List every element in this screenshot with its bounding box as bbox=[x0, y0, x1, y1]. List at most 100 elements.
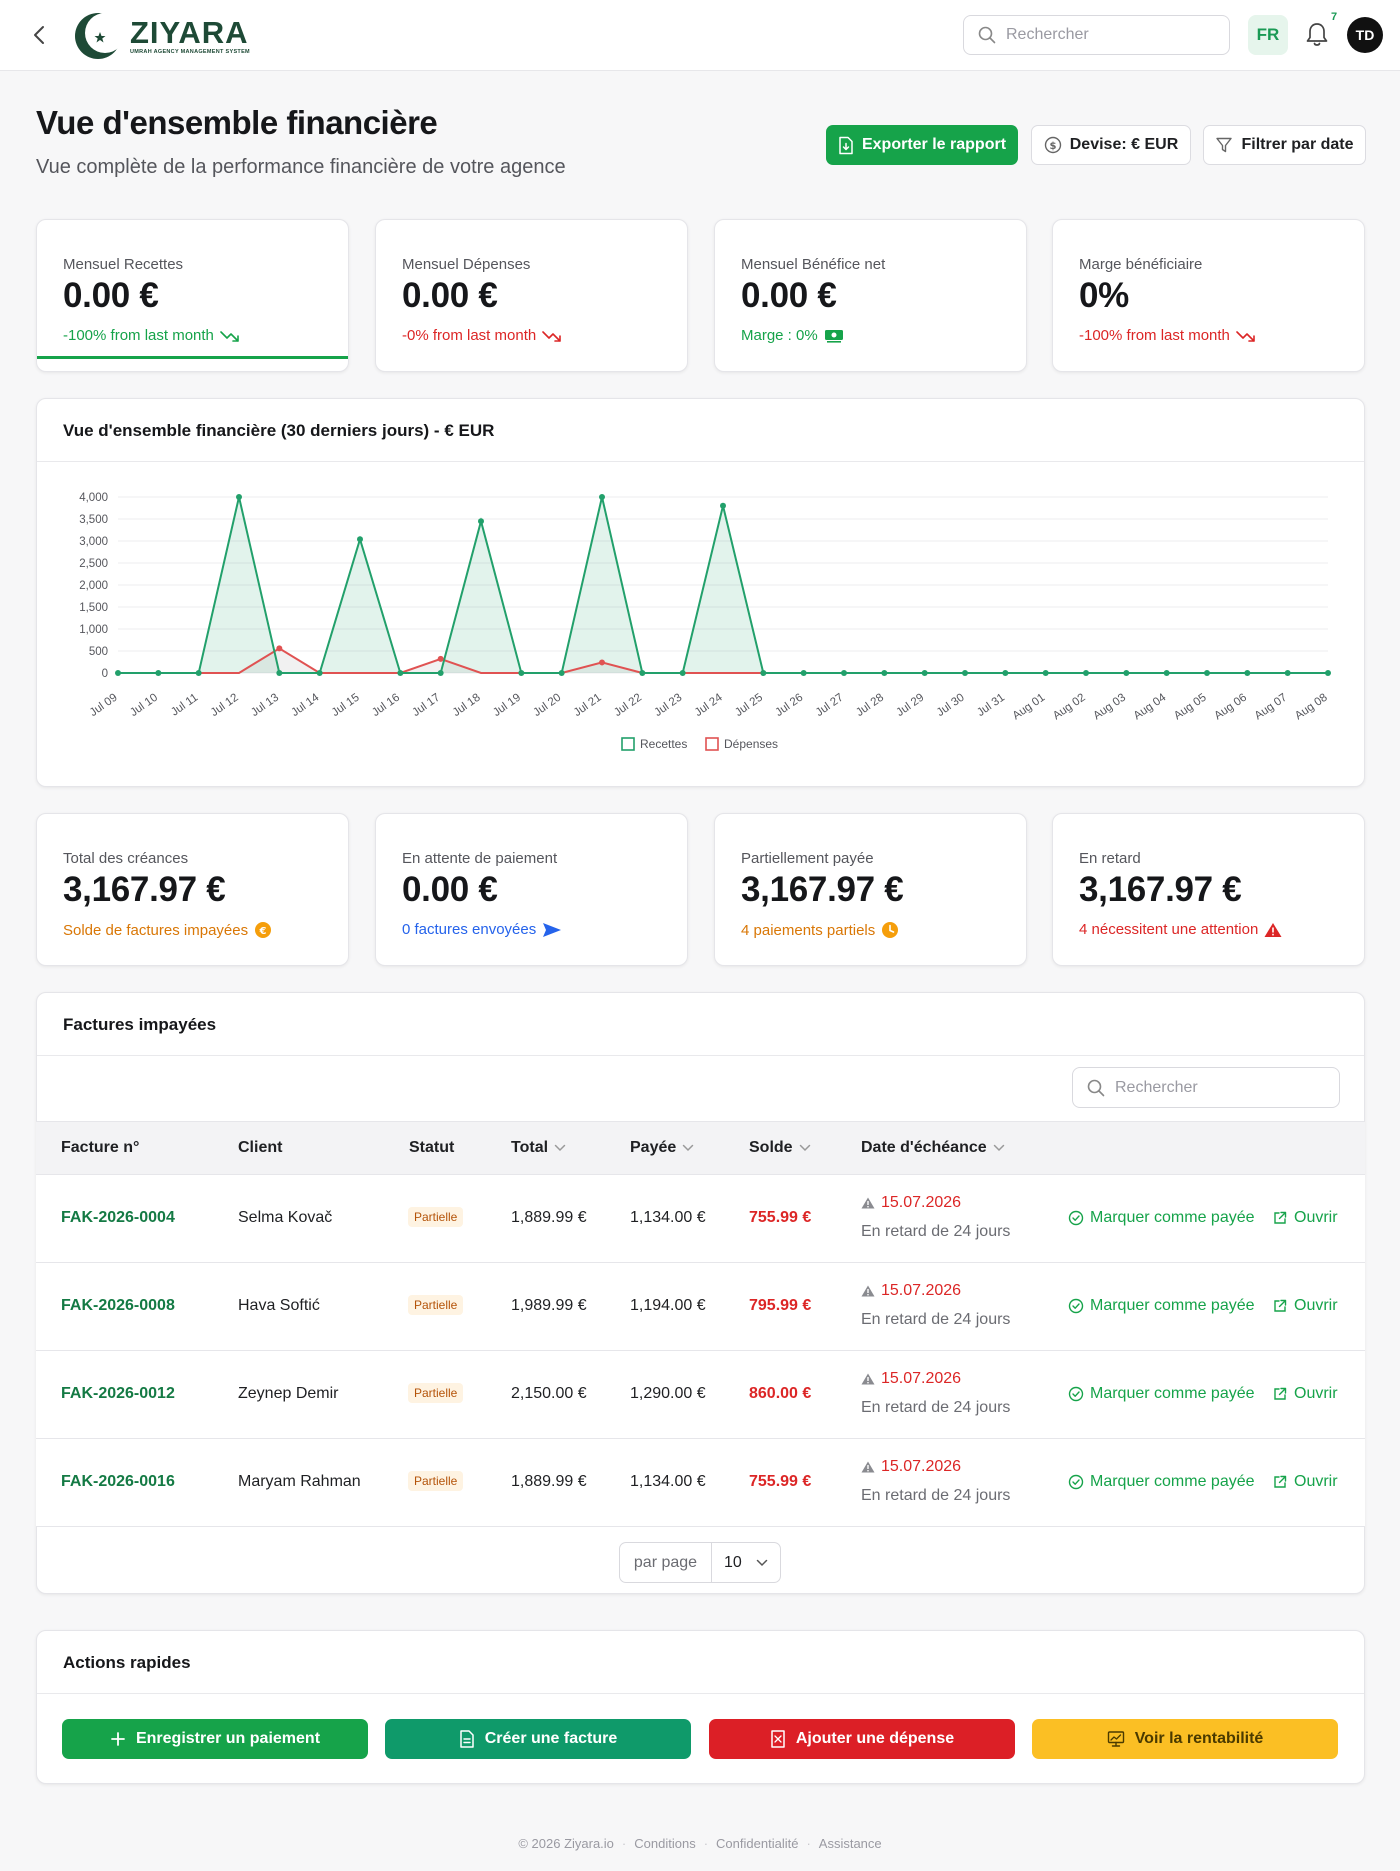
per-page-value: 10 bbox=[724, 1553, 742, 1571]
table-row[interactable]: FAK-2026-0012 Zeynep Demir Partielle 2,1… bbox=[36, 1351, 1365, 1439]
data-point bbox=[558, 670, 565, 676]
logo[interactable]: ZIYARA UMRAH AGENCY MANAGEMENT SYSTEM bbox=[72, 10, 250, 62]
legend-swatch bbox=[705, 737, 719, 751]
user-avatar[interactable]: TD bbox=[1347, 17, 1383, 53]
filter-date-button[interactable]: Filtrer par date bbox=[1203, 125, 1366, 165]
open-invoice-button[interactable]: Ouvrir bbox=[1272, 1297, 1338, 1315]
active-indicator bbox=[37, 356, 348, 359]
column-client[interactable]: Client bbox=[238, 1139, 282, 1157]
open-invoice-button[interactable]: Ouvrir bbox=[1272, 1473, 1338, 1491]
y-tick-label: 1,000 bbox=[79, 624, 108, 636]
invoice-search-input[interactable]: Rechercher bbox=[1072, 1067, 1340, 1108]
stat-note-text: Solde de factures impayées bbox=[63, 921, 249, 939]
x-tick-label: Jul 16 bbox=[370, 692, 402, 719]
stat-value: 0.00 € bbox=[63, 276, 159, 315]
stat-card-net-profit[interactable]: Mensuel Bénéfice net 0.00 € Marge : 0% bbox=[714, 219, 1027, 372]
column-total[interactable]: Total bbox=[511, 1139, 566, 1157]
per-page-select[interactable]: 10 bbox=[712, 1554, 780, 1572]
separator: · bbox=[703, 1836, 709, 1851]
open-invoice-button[interactable]: Ouvrir bbox=[1272, 1385, 1338, 1403]
stat-label: Mensuel Bénéfice net bbox=[741, 256, 886, 273]
x-tick-label: Aug 08 bbox=[1293, 692, 1330, 723]
receivable-card-pending[interactable]: En attente de paiement 0.00 € 0 factures… bbox=[375, 813, 688, 966]
column-label: Date d'échéance bbox=[861, 1139, 987, 1156]
stat-change: Marge : 0% bbox=[741, 327, 844, 344]
external-link-icon bbox=[1274, 1475, 1287, 1488]
stat-change-text: -100% from last month bbox=[63, 327, 214, 344]
chevron-left-icon bbox=[34, 26, 44, 44]
invoice-total: 1,889.99 € bbox=[511, 1473, 587, 1490]
global-search-input[interactable]: Rechercher bbox=[963, 15, 1230, 55]
money-icon bbox=[824, 329, 843, 343]
footer-link-terms[interactable]: Conditions bbox=[634, 1836, 696, 1851]
per-page-selector[interactable]: par page 10 bbox=[619, 1542, 781, 1583]
footer-link-support[interactable]: Assistance bbox=[818, 1836, 882, 1851]
receivable-card-partial[interactable]: Partiellement payée 3,167.97 € 4 paiemen… bbox=[714, 813, 1027, 966]
search-icon bbox=[978, 26, 996, 44]
column-due-date[interactable]: Date d'échéance bbox=[861, 1139, 1005, 1157]
data-point bbox=[1284, 670, 1291, 676]
search-placeholder: Rechercher bbox=[1006, 26, 1089, 43]
due-date-text: 15.07.2026 bbox=[881, 1370, 962, 1387]
x-tick-label: Jul 15 bbox=[330, 692, 362, 719]
data-point bbox=[800, 670, 807, 676]
stat-change: -100% from last month bbox=[1079, 327, 1256, 344]
table-row[interactable]: FAK-2026-0004 Selma Kovač Partielle 1,88… bbox=[36, 1175, 1365, 1263]
view-profitability-button[interactable]: Voir la rentabilité bbox=[1032, 1719, 1338, 1759]
column-paid[interactable]: Payée bbox=[630, 1139, 694, 1157]
due-date: 15.07.2026 bbox=[861, 1458, 961, 1476]
data-point bbox=[397, 670, 404, 676]
export-report-label: Exporter le rapport bbox=[861, 136, 1007, 153]
data-point bbox=[437, 670, 444, 676]
column-invoice-number[interactable]: Facture n° bbox=[61, 1139, 139, 1157]
client-name: Zeynep Demir bbox=[238, 1385, 339, 1402]
back-button[interactable] bbox=[28, 22, 50, 48]
x-tick-label: Jul 21 bbox=[572, 692, 604, 719]
x-tick-label: Aug 02 bbox=[1051, 692, 1088, 723]
column-balance[interactable]: Solde bbox=[749, 1139, 811, 1157]
stat-card-revenue[interactable]: Mensuel Recettes 0.00 € -100% from last … bbox=[36, 219, 349, 372]
mark-paid-button[interactable]: Marquer comme payée bbox=[1068, 1473, 1255, 1491]
currency-button[interactable]: $ Devise: € EUR bbox=[1031, 125, 1191, 165]
x-tick-label: Aug 04 bbox=[1132, 691, 1169, 722]
create-invoice-button[interactable]: Créer une facture bbox=[385, 1719, 691, 1759]
language-switcher[interactable]: FR bbox=[1248, 15, 1288, 55]
stat-change: -0% from last month bbox=[402, 327, 562, 344]
y-tick-label: 2,500 bbox=[79, 558, 108, 570]
invoice-number-link[interactable]: FAK-2026-0016 bbox=[61, 1473, 175, 1490]
due-date-text: 15.07.2026 bbox=[881, 1458, 962, 1475]
column-label: Solde bbox=[749, 1139, 793, 1156]
due-date-text: 15.07.2026 bbox=[881, 1282, 962, 1299]
x-tick-label: Jul 18 bbox=[451, 692, 483, 719]
invoice-number-link[interactable]: FAK-2026-0008 bbox=[61, 1297, 175, 1314]
stat-label: Marge bénéficiaire bbox=[1079, 256, 1203, 273]
column-status[interactable]: Statut bbox=[409, 1139, 454, 1157]
notifications-button[interactable] bbox=[1304, 20, 1330, 50]
mark-paid-button[interactable]: Marquer comme payée bbox=[1068, 1297, 1255, 1315]
export-report-button[interactable]: Exporter le rapport bbox=[826, 125, 1018, 165]
invoice-number-link[interactable]: FAK-2026-0004 bbox=[61, 1209, 175, 1226]
open-invoice-button[interactable]: Ouvrir bbox=[1272, 1209, 1338, 1227]
stat-value: 0% bbox=[1079, 276, 1129, 315]
table-row[interactable]: FAK-2026-0016 Maryam Rahman Partielle 1,… bbox=[36, 1439, 1365, 1527]
receivable-card-total[interactable]: Total des créances 3,167.97 € Solde de f… bbox=[36, 813, 349, 966]
data-point bbox=[599, 494, 605, 500]
stat-card-profit-margin[interactable]: Marge bénéficiaire 0% -100% from last mo… bbox=[1052, 219, 1365, 372]
brand-name: ZIYARA bbox=[130, 15, 249, 50]
mark-paid-button[interactable]: Marquer comme payée bbox=[1068, 1209, 1255, 1227]
table-row[interactable]: FAK-2026-0008 Hava Softić Partielle 1,98… bbox=[36, 1263, 1365, 1351]
data-point bbox=[639, 670, 646, 676]
footer-link-privacy[interactable]: Confidentialité bbox=[716, 1836, 799, 1851]
stat-card-expenses[interactable]: Mensuel Dépenses 0.00 € -0% from last mo… bbox=[375, 219, 688, 372]
x-tick-label: Aug 06 bbox=[1212, 692, 1249, 723]
data-point bbox=[1123, 670, 1130, 676]
record-payment-button[interactable]: Enregistrer un paiement bbox=[62, 1719, 368, 1759]
invoice-number-link[interactable]: FAK-2026-0012 bbox=[61, 1385, 175, 1402]
stat-label: En attente de paiement bbox=[402, 850, 558, 867]
add-expense-button[interactable]: Ajouter une dépense bbox=[709, 1719, 1015, 1759]
x-tick-label: Jul 31 bbox=[975, 692, 1007, 719]
receivable-card-overdue[interactable]: En retard 3,167.97 € 4 nécessitent une a… bbox=[1052, 813, 1365, 966]
mark-paid-button[interactable]: Marquer comme payée bbox=[1068, 1385, 1255, 1403]
chart-icon bbox=[1107, 1731, 1124, 1747]
divider bbox=[37, 1055, 1364, 1056]
